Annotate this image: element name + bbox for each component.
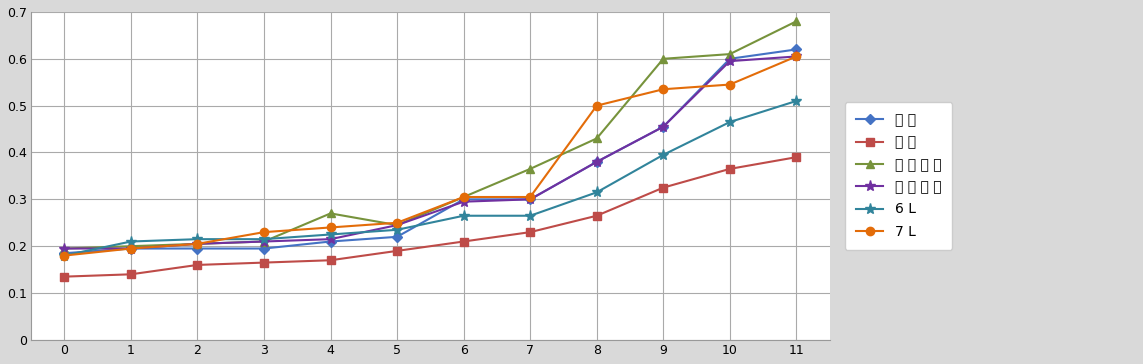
Line: 판 크 립 신: 판 크 립 신 <box>61 17 800 253</box>
7 L <box>323 225 337 230</box>
대 조 <box>323 239 337 244</box>
판 크 립 신 <box>724 52 737 56</box>
판 크 립 신 <box>590 136 604 141</box>
판 크 립 신 <box>390 223 403 227</box>
판 크 립 신 <box>523 167 537 171</box>
6 L <box>724 120 737 124</box>
프 로 자 임 <box>457 199 471 204</box>
7 L <box>790 54 804 59</box>
판 크 립 신 <box>57 246 71 251</box>
프 로 자 임 <box>390 223 403 227</box>
판 크 립 신 <box>323 211 337 215</box>
Legend: 대 조, 펝 신, 판 크 립 신, 프 로 자 임, 6 L, 7 L: 대 조, 펝 신, 판 크 립 신, 프 로 자 임, 6 L, 7 L <box>845 102 952 250</box>
펝 신 <box>57 274 71 279</box>
6 L <box>590 190 604 194</box>
6 L <box>257 237 271 241</box>
프 로 자 임 <box>257 239 271 244</box>
6 L <box>57 253 71 258</box>
대 조 <box>656 124 670 129</box>
펝 신 <box>125 272 138 277</box>
펝 신 <box>656 185 670 190</box>
6 L <box>656 153 670 157</box>
대 조 <box>724 57 737 61</box>
대 조 <box>457 197 471 202</box>
Line: 7 L: 7 L <box>61 52 800 260</box>
7 L <box>191 242 205 246</box>
판 크 립 신 <box>656 57 670 61</box>
펝 신 <box>724 167 737 171</box>
6 L <box>191 237 205 241</box>
대 조 <box>125 246 138 251</box>
6 L <box>523 214 537 218</box>
대 조 <box>390 235 403 239</box>
펝 신 <box>590 214 604 218</box>
펝 신 <box>257 260 271 265</box>
프 로 자 임 <box>724 59 737 63</box>
대 조 <box>257 246 271 251</box>
펝 신 <box>323 258 337 262</box>
판 크 립 신 <box>457 195 471 199</box>
6 L <box>457 214 471 218</box>
7 L <box>257 230 271 234</box>
Line: 6 L: 6 L <box>58 95 802 261</box>
판 크 립 신 <box>191 242 205 246</box>
7 L <box>656 87 670 91</box>
대 조 <box>790 47 804 52</box>
프 로 자 임 <box>323 237 337 241</box>
판 크 립 신 <box>257 239 271 244</box>
프 로 자 임 <box>191 242 205 246</box>
대 조 <box>590 160 604 164</box>
프 로 자 임 <box>523 197 537 202</box>
7 L <box>724 82 737 87</box>
펝 신 <box>390 249 403 253</box>
7 L <box>590 103 604 108</box>
프 로 자 임 <box>790 54 804 59</box>
6 L <box>125 239 138 244</box>
펝 신 <box>457 239 471 244</box>
대 조 <box>57 251 71 256</box>
대 조 <box>523 197 537 202</box>
Line: 펝 신: 펝 신 <box>61 153 800 281</box>
프 로 자 임 <box>590 160 604 164</box>
펝 신 <box>790 155 804 159</box>
7 L <box>125 246 138 251</box>
프 로 자 임 <box>125 246 138 251</box>
7 L <box>523 195 537 199</box>
프 로 자 임 <box>656 124 670 129</box>
6 L <box>323 232 337 237</box>
대 조 <box>191 246 205 251</box>
6 L <box>390 228 403 232</box>
판 크 립 신 <box>125 244 138 248</box>
펝 신 <box>523 230 537 234</box>
7 L <box>390 221 403 225</box>
Line: 대 조: 대 조 <box>61 46 800 257</box>
프 로 자 임 <box>57 246 71 251</box>
6 L <box>790 99 804 103</box>
펝 신 <box>191 263 205 267</box>
7 L <box>457 195 471 199</box>
7 L <box>57 253 71 258</box>
판 크 립 신 <box>790 19 804 24</box>
Line: 프 로 자 임: 프 로 자 임 <box>58 51 802 254</box>
